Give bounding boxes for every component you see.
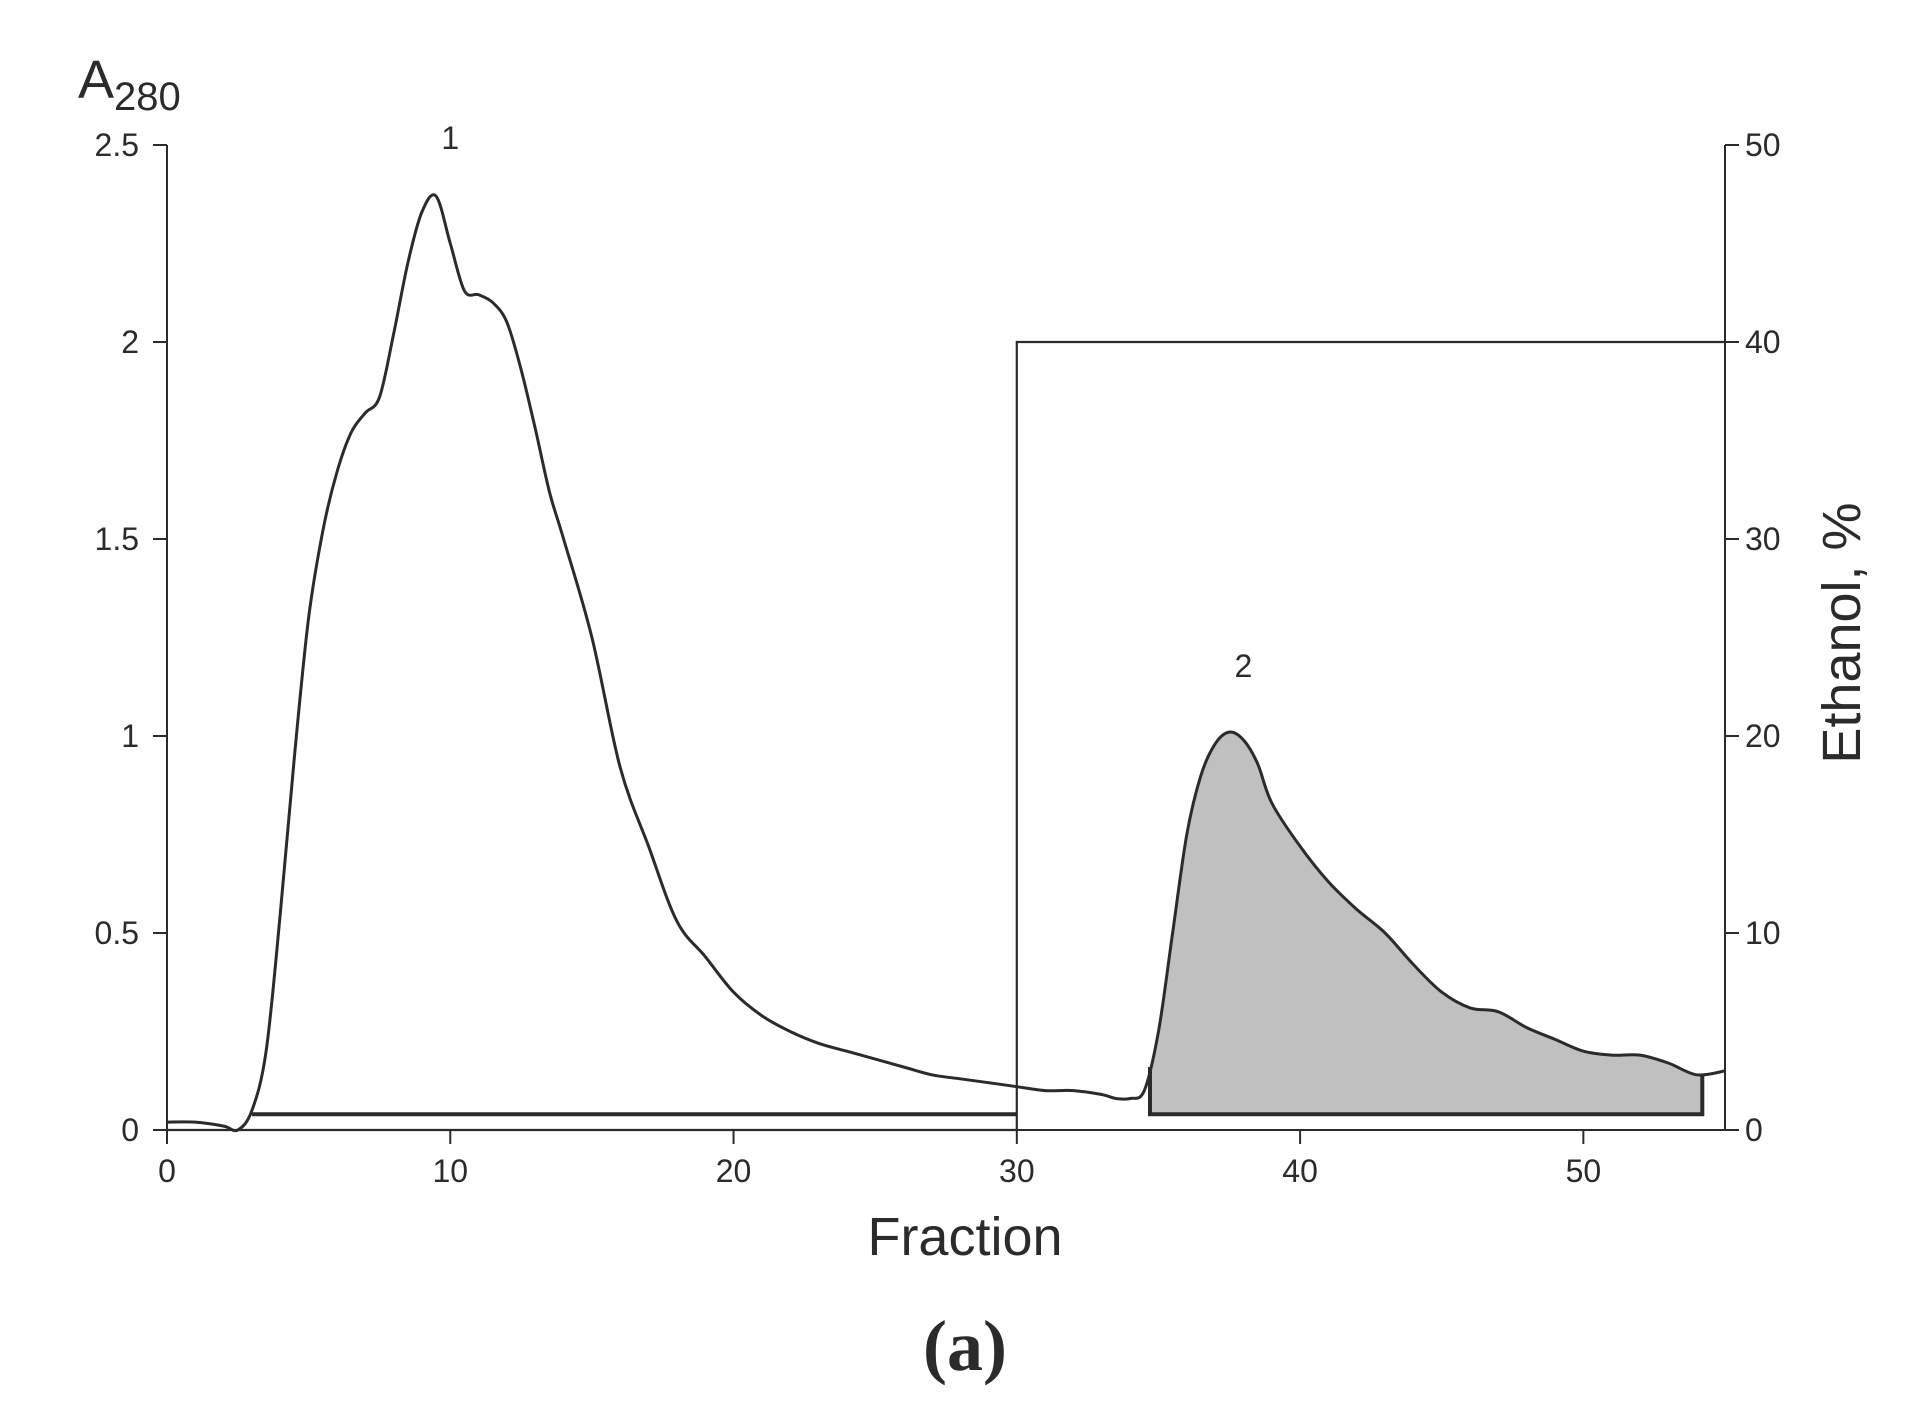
x-tick-label: 20 xyxy=(716,1153,752,1189)
y-right-tick-label: 20 xyxy=(1745,718,1781,754)
peak-label-2: 2 xyxy=(1235,648,1253,684)
y-left-tick-label: 0 xyxy=(121,1112,139,1148)
y-right-tick-label: 0 xyxy=(1745,1112,1763,1148)
x-tick-label: 40 xyxy=(1282,1153,1318,1189)
x-tick-label: 0 xyxy=(158,1153,176,1189)
y-right-tick-label: 30 xyxy=(1745,521,1781,557)
x-axis-title: Fraction xyxy=(867,1207,1062,1267)
y-left-tick-label: 1 xyxy=(121,718,139,754)
peak-2-shaded-area xyxy=(1150,732,1703,1115)
y-left-tick-label: 0.5 xyxy=(95,915,139,951)
peak-label-1: 1 xyxy=(441,120,459,156)
panel-label: (a) xyxy=(923,1306,1007,1386)
x-tick-label: 50 xyxy=(1566,1153,1602,1189)
x-tick-label: 30 xyxy=(999,1153,1035,1189)
y-left-tick-label: 2 xyxy=(121,324,139,360)
y-axis-left-title: A280 xyxy=(78,50,181,119)
a280-curve xyxy=(166,193,1726,1133)
y-axis-left-title-main: A xyxy=(78,50,114,110)
y-right-tick-label: 10 xyxy=(1745,915,1781,951)
y-left-tick-label: 1.5 xyxy=(95,521,139,557)
y-left-tick-label: 2.5 xyxy=(95,127,139,163)
baseline-bar-2 xyxy=(1148,1067,1705,1117)
y-right-tick-label: 50 xyxy=(1745,127,1781,163)
y-axis-right-title: Ethanol, % xyxy=(1812,502,1872,763)
y-axis-left-title-subscript: 280 xyxy=(114,75,181,119)
y-right-tick-label: 40 xyxy=(1745,324,1781,360)
x-tick-label: 10 xyxy=(432,1153,468,1189)
